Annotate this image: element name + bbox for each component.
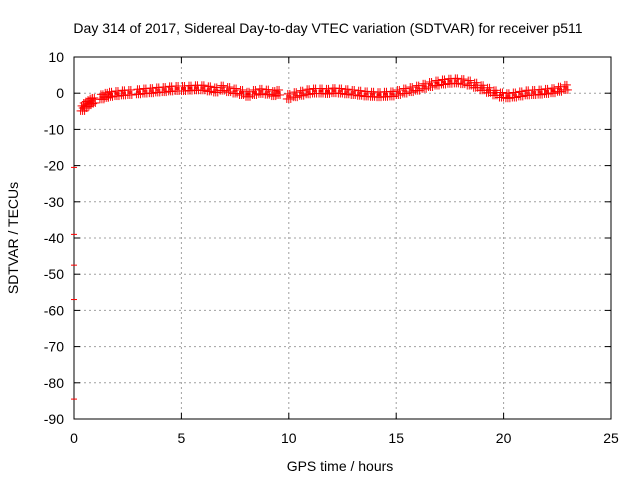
data-point xyxy=(347,85,360,99)
chart-title: Day 314 of 2017, Sidereal Day-to-day VTE… xyxy=(73,20,582,36)
data-point xyxy=(456,75,469,89)
data-point xyxy=(216,81,229,95)
data-point xyxy=(302,85,315,99)
data-point xyxy=(547,84,560,98)
data-point xyxy=(196,81,209,95)
data-point xyxy=(241,87,254,101)
y-tick-label: -90 xyxy=(44,411,64,427)
y-tick-label: -10 xyxy=(44,121,64,137)
data-point xyxy=(398,84,411,98)
data-point xyxy=(385,87,398,101)
data-point xyxy=(321,84,334,98)
data-point xyxy=(145,84,158,98)
data-point xyxy=(553,82,566,96)
data-point xyxy=(87,93,100,107)
y-tick-label: -30 xyxy=(44,194,64,210)
y-tick-label: -80 xyxy=(44,375,64,391)
data-point xyxy=(295,86,308,100)
data-point xyxy=(501,89,514,103)
ticks-layer: 10 0 -10 -20 -30 -40 -50 -60 -70 -80 -90 0 5 10 15 20 25 xyxy=(44,49,619,446)
data-point xyxy=(411,81,424,95)
y-axis-label: SDTVAR / TECUs xyxy=(5,182,21,294)
data-point xyxy=(289,88,302,102)
data-point xyxy=(272,85,285,99)
data-point xyxy=(171,81,184,95)
data-point xyxy=(104,87,117,101)
data-point xyxy=(327,84,340,98)
y-tick-label: -50 xyxy=(44,266,64,282)
data-point xyxy=(123,85,136,99)
y-tick-label: 10 xyxy=(48,49,64,65)
grid-layer xyxy=(74,57,611,419)
data-point xyxy=(521,86,534,100)
data-point xyxy=(254,84,267,98)
data-point xyxy=(248,85,261,99)
x-tick-label: 5 xyxy=(178,430,186,446)
data-point xyxy=(508,88,521,102)
data-point xyxy=(203,82,216,96)
y-tick-label: -20 xyxy=(44,158,64,174)
data-point xyxy=(405,83,418,97)
data-point xyxy=(489,86,502,100)
data-point xyxy=(431,76,444,90)
data-point xyxy=(209,83,222,97)
data-point xyxy=(110,87,123,101)
y-tick-label: -70 xyxy=(44,339,64,355)
x-axis-label: GPS time / hours xyxy=(287,458,394,474)
data-points xyxy=(71,74,572,400)
data-point xyxy=(235,85,248,99)
data-point xyxy=(261,85,274,99)
data-point xyxy=(353,86,366,100)
data-point xyxy=(418,79,431,93)
x-tick-label: 25 xyxy=(603,430,619,446)
x-tick-label: 0 xyxy=(70,430,78,446)
x-tick-label: 10 xyxy=(281,430,297,446)
y-tick-label: -60 xyxy=(44,302,64,318)
x-tick-label: 20 xyxy=(496,430,512,446)
x-tick-label: 15 xyxy=(388,430,404,446)
data-point xyxy=(282,89,295,103)
data-point xyxy=(559,80,572,94)
data-point xyxy=(334,84,347,98)
data-point xyxy=(495,88,508,102)
y-tick-label: -40 xyxy=(44,230,64,246)
data-point xyxy=(514,87,527,101)
data-point xyxy=(158,83,171,97)
y-tick-label: 0 xyxy=(56,85,64,101)
